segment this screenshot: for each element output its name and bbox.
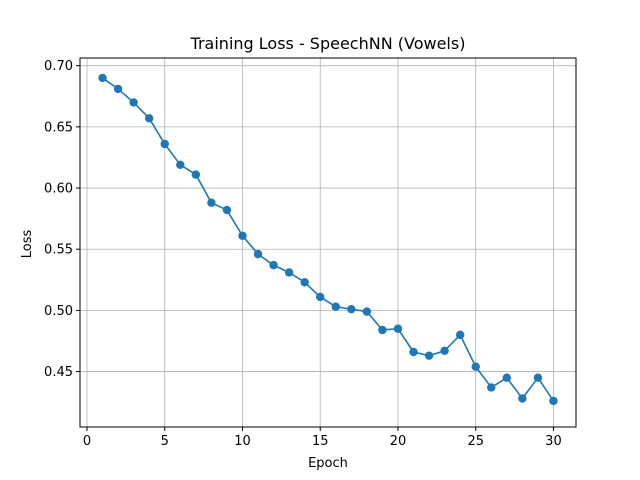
data-point xyxy=(518,394,527,403)
data-point xyxy=(362,307,372,316)
data-point xyxy=(144,114,154,123)
data-point xyxy=(113,84,123,94)
x-tick-label: 10 xyxy=(234,434,251,449)
x-tick-label: 5 xyxy=(161,434,169,449)
loss-line xyxy=(102,77,555,402)
x-tick-label: 30 xyxy=(545,434,562,449)
x-tick-label: 20 xyxy=(390,434,407,449)
data-point xyxy=(269,260,278,270)
data-point xyxy=(129,98,138,107)
data-point xyxy=(533,373,543,382)
data-point xyxy=(378,325,387,335)
data-point xyxy=(455,330,465,340)
data-point xyxy=(487,383,496,392)
data-point xyxy=(316,292,325,302)
data-point xyxy=(300,278,309,287)
data-point xyxy=(331,302,340,311)
y-tick-label: 0.50 xyxy=(44,304,73,319)
data-point xyxy=(176,160,185,170)
y-tick-label: 0.55 xyxy=(44,243,73,258)
x-axis-label: Epoch xyxy=(308,456,348,471)
data-point xyxy=(98,73,107,83)
data-point xyxy=(253,249,263,259)
x-axis: 0 5 10 15 20 25 30 xyxy=(83,427,562,449)
y-tick-label: 0.70 xyxy=(44,59,73,74)
x-tick-label: 25 xyxy=(467,434,484,449)
data-point xyxy=(284,268,294,277)
data-point xyxy=(549,396,558,406)
data-point xyxy=(238,231,247,240)
data-point xyxy=(222,205,232,215)
x-tick-label: 0 xyxy=(83,434,91,449)
data-point xyxy=(207,198,216,207)
y-axis: 0.45 0.50 0.55 0.60 0.65 0.70 xyxy=(44,59,80,380)
data-point xyxy=(191,170,201,179)
y-axis-label: Loss xyxy=(20,230,35,259)
grid xyxy=(80,58,576,427)
data-point xyxy=(160,139,169,149)
data-point xyxy=(440,346,449,355)
data-point xyxy=(471,362,480,371)
plot-frame xyxy=(79,57,577,428)
data-point xyxy=(424,351,434,360)
data-point xyxy=(502,373,512,382)
data-point xyxy=(409,347,418,357)
data-point xyxy=(393,324,403,333)
data-point xyxy=(347,304,356,314)
chart-title: Training Loss - SpeechNN (Vowels) xyxy=(190,34,466,53)
series-layer xyxy=(98,73,558,406)
y-tick-label: 0.45 xyxy=(44,365,73,380)
x-tick-label: 15 xyxy=(312,434,329,449)
y-tick-label: 0.65 xyxy=(44,120,73,135)
y-tick-label: 0.60 xyxy=(44,182,73,197)
